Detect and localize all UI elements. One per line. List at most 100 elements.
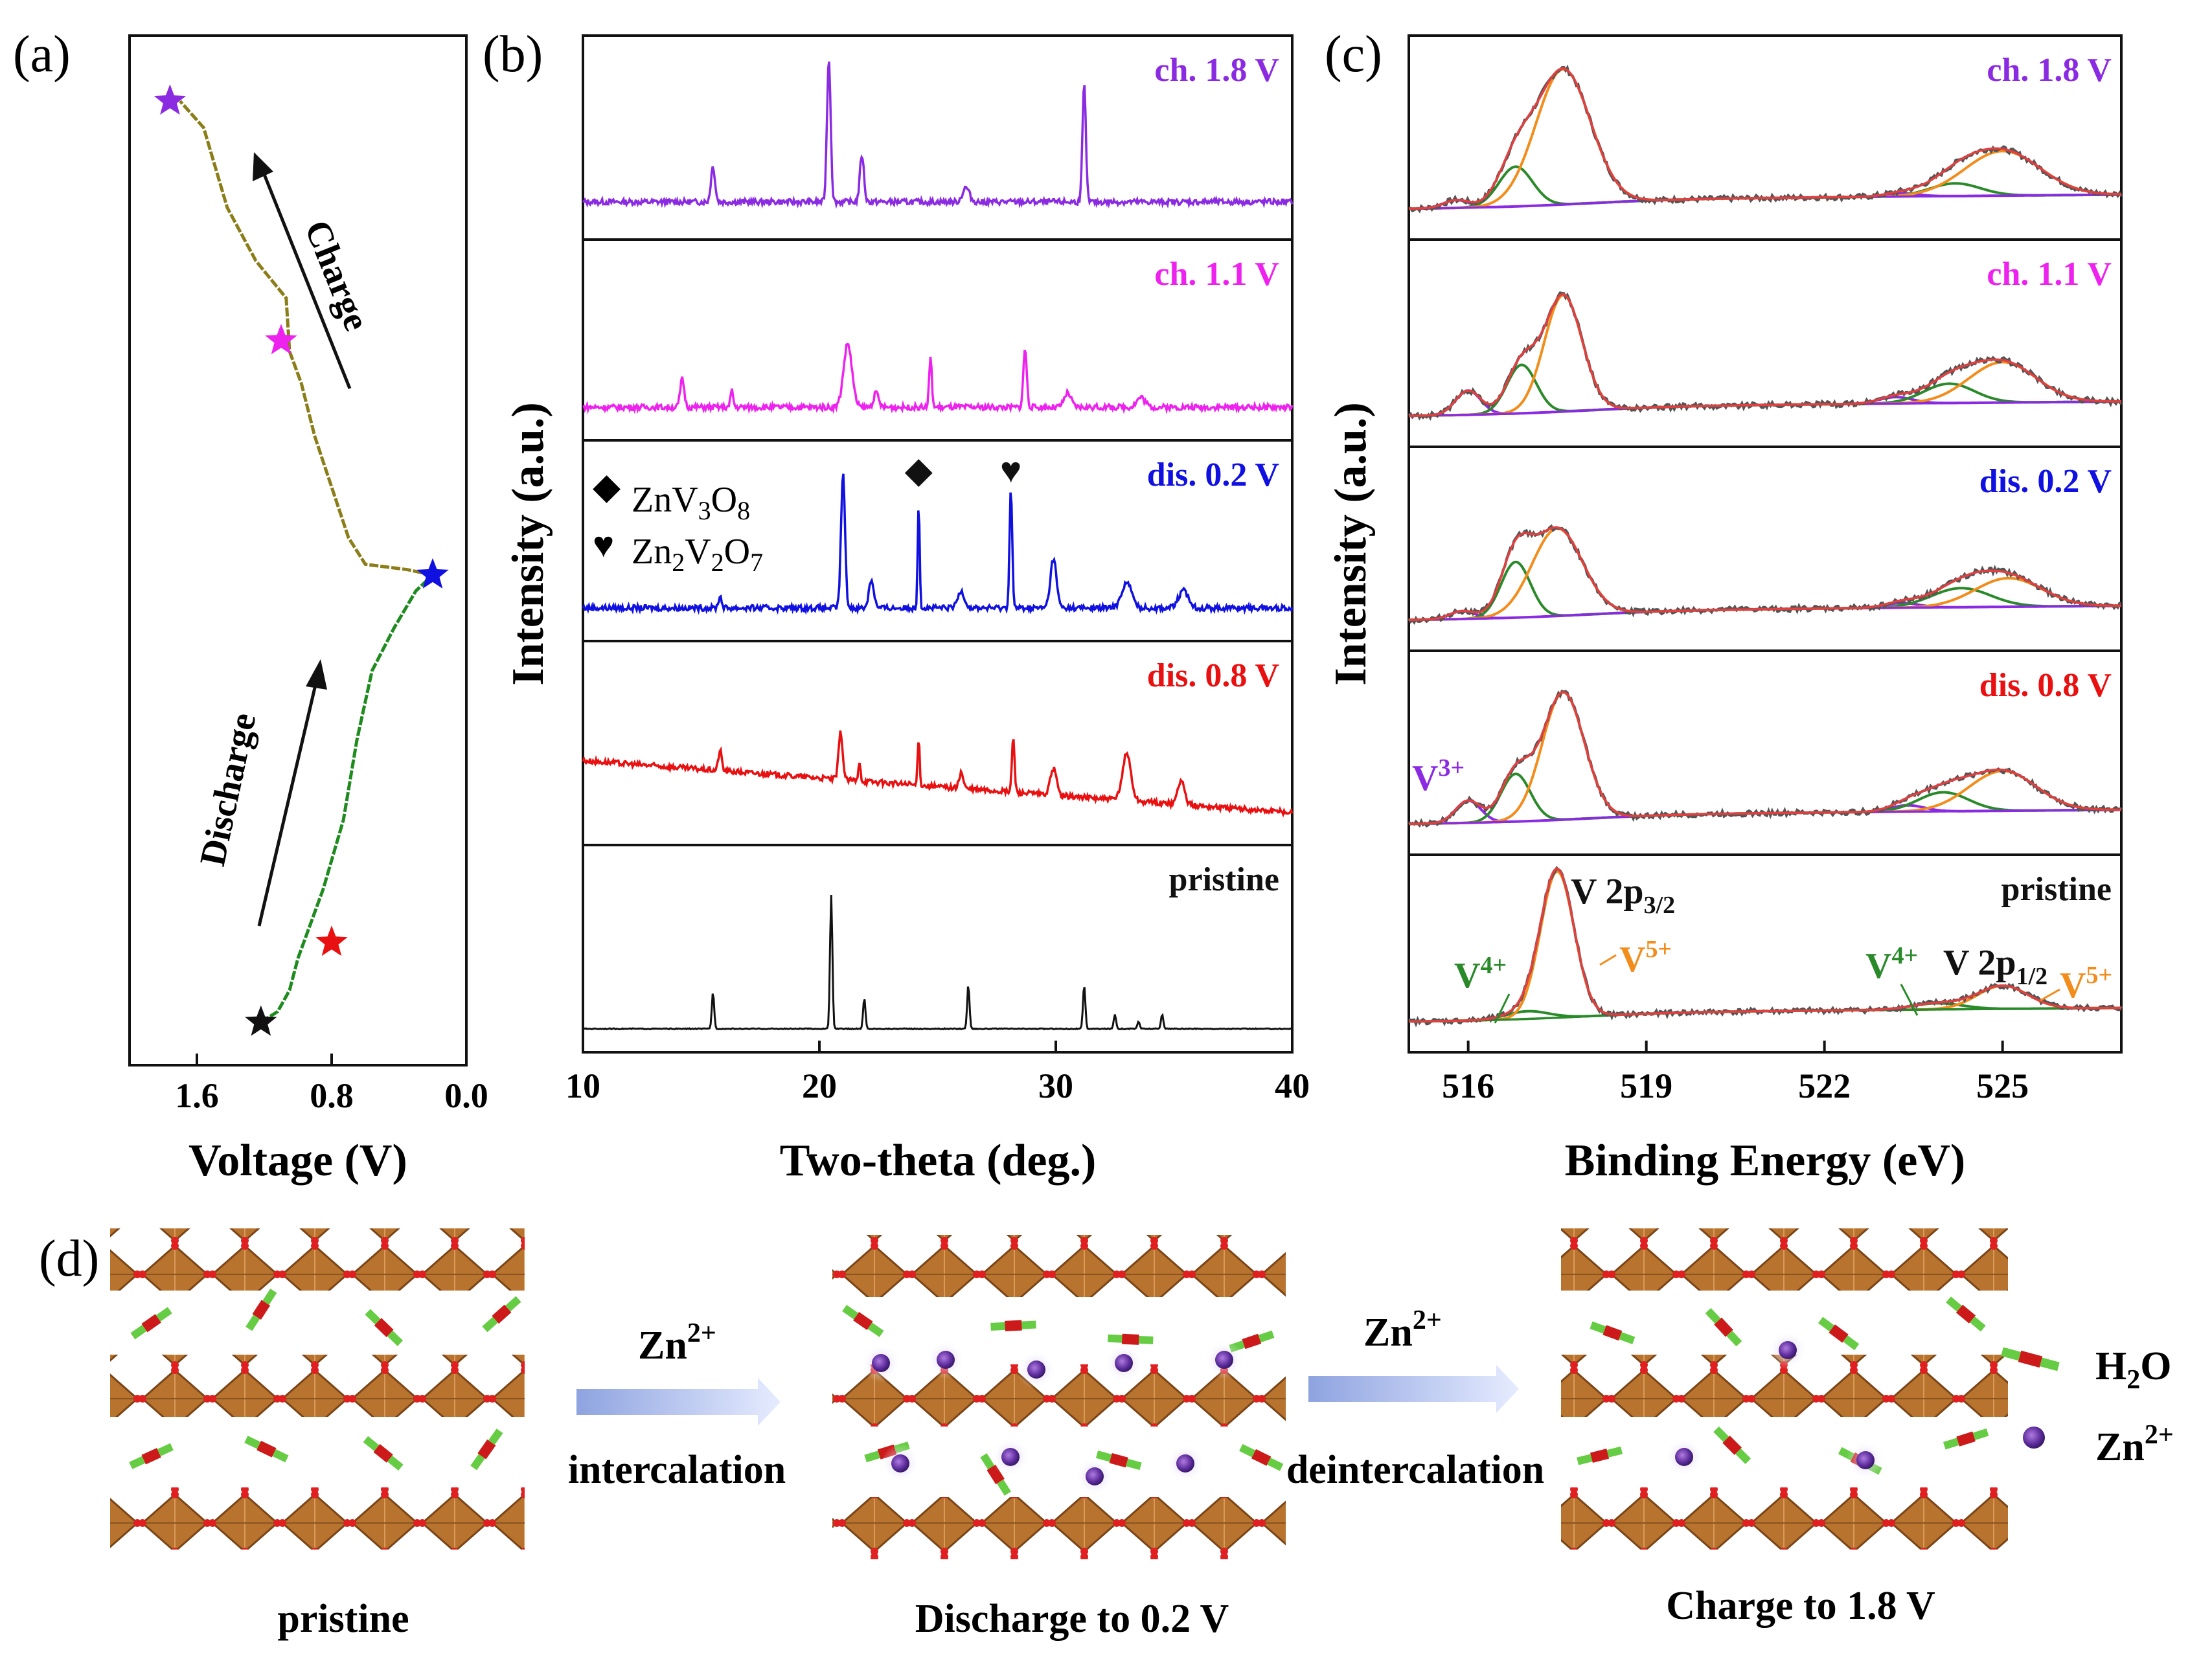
structure-label-discharge: Discharge to 0.2 V <box>915 1597 1229 1641</box>
v3-label: V3+ <box>1412 754 1465 798</box>
octahedra-layer <box>1561 1228 2008 1291</box>
panel-b-tick-label: 10 <box>565 1066 600 1105</box>
octahedra-layer <box>1561 1487 2008 1550</box>
zn-ion <box>1086 1467 1104 1485</box>
zn-legend-label: Zn2+ <box>2095 1420 2174 1469</box>
panel-label-d: (d) <box>39 1230 99 1287</box>
star-marker <box>265 324 297 355</box>
panel-c-raw <box>1408 291 2123 421</box>
water-molecule <box>1095 1450 1142 1471</box>
zn-ion <box>1027 1360 1045 1379</box>
octahedra-layer <box>110 1355 525 1417</box>
legend-zn2v2o7-sub2: 2 <box>711 548 724 577</box>
legend-zn2v2o7: Zn2V2O7 <box>632 532 763 577</box>
panel-c-fit <box>1409 867 2121 1023</box>
octahedra-layer <box>110 1487 525 1550</box>
panel-b-pattern-1 <box>582 343 1294 414</box>
water-molecule <box>1943 1428 1989 1450</box>
water-legend-icon <box>2001 1347 2060 1371</box>
legend-znv3o8-sub2: 8 <box>737 496 750 525</box>
deintercalation-arrow-group: Zn2+ deintercalation <box>1286 1305 1544 1492</box>
zn-ion <box>937 1351 955 1369</box>
panel-b-dividers <box>583 238 1292 846</box>
water-molecule <box>990 1320 1036 1331</box>
panel-a-curves <box>179 100 434 1024</box>
panel-a-chart: 1.6 0.8 0.0 Charge Discharge Voltage (V) <box>128 34 488 1186</box>
water-legend-label: H2O <box>2095 1344 2171 1395</box>
panel-d-structures <box>110 1228 2008 1559</box>
v4-right-sup: 4+ <box>1891 942 1918 969</box>
structure-label-pristine: pristine <box>277 1597 409 1641</box>
water-molecule <box>1818 1316 1860 1351</box>
panel-b-series-label: pristine <box>1169 861 1279 898</box>
legend-zn2v2o7-a: Zn <box>632 532 672 572</box>
v2p32-label: V 2p3/2 <box>1571 872 1675 919</box>
water-molecule <box>980 1453 1011 1496</box>
legend-zn2v2o7-b: V <box>685 532 711 572</box>
zn-legend-main: Zn <box>2095 1425 2145 1469</box>
star-marker <box>245 1005 277 1036</box>
intercalation-arrow-group: Zn2+ intercalation <box>568 1318 786 1492</box>
v2p12-main: V 2p <box>1943 943 2016 983</box>
panel-label-a: (a) <box>13 26 71 83</box>
zn-ion <box>1675 1448 1693 1466</box>
panel-b-tick-label: 20 <box>802 1066 837 1105</box>
water-molecule <box>129 1443 174 1469</box>
water-molecule <box>470 1428 503 1471</box>
panel-c-series-label: ch. 1.1 V <box>1987 256 2112 293</box>
v2p12-sub: 1/2 <box>2016 963 2048 990</box>
panel-b-x-ticks: 10 20 30 40 <box>565 1041 1310 1105</box>
structure-label-charge: Charge to 1.8 V <box>1666 1584 1935 1628</box>
panel-c-component-v4 <box>1409 165 2121 210</box>
panel-b-pattern-4 <box>582 894 1293 1031</box>
water-molecule <box>245 1289 277 1331</box>
legend-zn2v2o7-c: O <box>724 532 750 572</box>
panel-a-x-ticks: 1.6 0.8 0.0 <box>175 1054 488 1115</box>
v3-sup: 3+ <box>1438 754 1465 782</box>
zn-ion <box>1215 1351 1233 1369</box>
water-molecule <box>363 1436 404 1471</box>
water-molecule <box>842 1305 884 1337</box>
intercalation-zn-label: Zn2+ <box>638 1318 716 1368</box>
panel-a-tick-label: 0.8 <box>310 1076 354 1115</box>
intercalation-zn-main: Zn <box>638 1324 687 1368</box>
panel-b-pattern-3 <box>582 730 1294 818</box>
v5-label-left: V5+ <box>1619 936 1672 980</box>
zn-ion <box>872 1354 890 1372</box>
panel-b-chart: ch. 1.8 V ch. 1.1 V dis. 0.2 V dis. 0.8 V pr… <box>503 34 1310 1186</box>
panel-c-series-label: dis. 0.2 V <box>1979 463 2112 500</box>
panel-c-tick-label: 516 <box>1442 1066 1494 1105</box>
panel-b-tick-label: 30 <box>1038 1066 1073 1105</box>
panel-a-curve-charge <box>179 100 433 577</box>
discharge-arrow <box>257 676 319 927</box>
charge-arrowhead <box>253 152 273 181</box>
octahedra-layer <box>832 1364 1286 1427</box>
water-h: H <box>2095 1344 2126 1388</box>
star-marker <box>315 925 348 956</box>
panel-c-raw <box>1408 689 2123 828</box>
panel-b-tick-label: 40 <box>1275 1066 1310 1105</box>
water-molecule <box>365 1309 404 1346</box>
v2p32-main: V 2p <box>1571 872 1644 912</box>
panel-a-tick-label: 0.0 <box>444 1076 488 1115</box>
water-sub: 2 <box>2126 1365 2140 1395</box>
panel-c-curves <box>1408 64 2123 1028</box>
zn-ion <box>1115 1354 1133 1372</box>
water-molecule <box>130 1307 172 1340</box>
zn-ion <box>1176 1454 1194 1473</box>
panel-b-ylabel: Intensity (a.u.) <box>503 402 553 686</box>
panel-c-ylabel: Intensity (a.u.) <box>1326 402 1376 686</box>
v5-right-sup: 5+ <box>2086 962 2112 989</box>
charge-arrow <box>260 169 352 389</box>
legend-zn2v2o7-sub3: 7 <box>750 548 763 577</box>
panel-c-series-label: pristine <box>2001 871 2112 908</box>
water-molecule <box>1577 1446 1623 1465</box>
panel-b-series-labels: ch. 1.8 V ch. 1.1 V dis. 0.2 V dis. 0.8 V pr… <box>1147 52 1279 898</box>
water-molecule <box>1713 1426 1751 1464</box>
panel-b-peak-markers: ◆ ♥ <box>905 451 1022 491</box>
panel-c-series-label: ch. 1.8 V <box>1987 52 2112 89</box>
zn-ion <box>1779 1341 1797 1359</box>
panel-a-xlabel: Voltage (V) <box>188 1136 407 1186</box>
v5-right-main: V <box>2060 965 2086 1006</box>
panel-c-component-v4 <box>1409 773 2121 826</box>
